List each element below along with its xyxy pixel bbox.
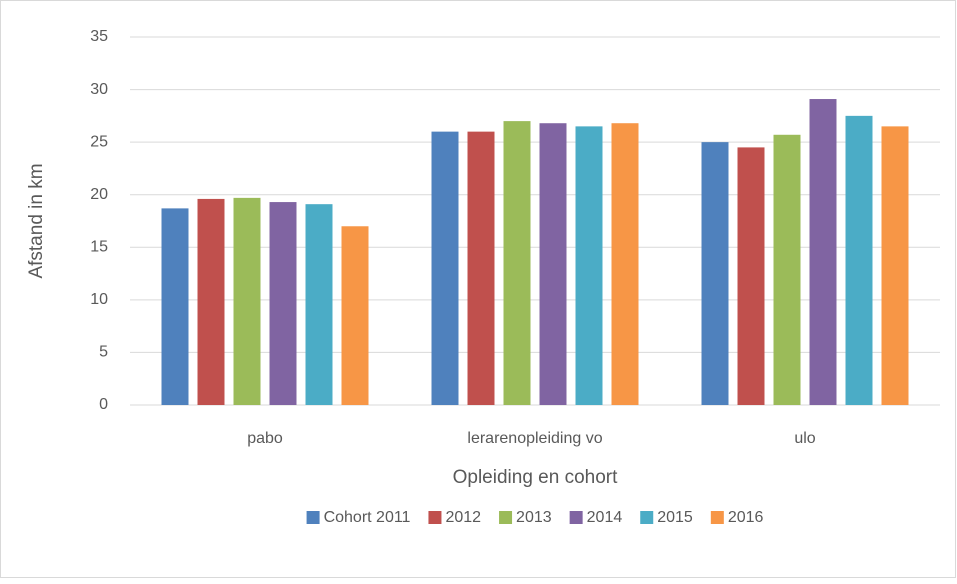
y-tick-label: 20	[90, 186, 108, 203]
bar	[197, 198, 225, 405]
bar	[575, 126, 603, 405]
bar	[341, 226, 369, 405]
legend-swatch	[640, 511, 654, 524]
bar	[737, 147, 765, 405]
y-tick-label: 15	[90, 239, 108, 256]
bar	[845, 115, 873, 405]
y-tick-label: 35	[90, 28, 108, 45]
legend-label: 2012	[445, 509, 481, 526]
legend-label: 2015	[657, 509, 693, 526]
y-tick-label: 0	[99, 396, 108, 413]
y-tick-label: 5	[99, 344, 108, 361]
bar	[701, 142, 729, 405]
legend-swatch	[710, 511, 724, 524]
y-tick-label: 30	[90, 81, 108, 98]
bar	[773, 134, 801, 406]
legend-swatch	[306, 511, 320, 524]
legend-label: 2016	[728, 509, 764, 526]
x-tick-label: lerarenopleiding vo	[467, 430, 602, 447]
bar	[305, 204, 333, 405]
legend-swatch	[499, 511, 513, 524]
x-tick-label: pabo	[247, 430, 283, 447]
bar	[881, 126, 909, 405]
bar	[431, 131, 459, 405]
x-tick-label: ulo	[794, 430, 815, 447]
y-tick-label: 25	[90, 133, 108, 150]
bar	[161, 208, 189, 405]
x-axis-title: Opleiding en cohort	[453, 467, 618, 488]
bar	[611, 123, 639, 406]
legend-swatch	[569, 511, 583, 524]
y-axis-title: Afstand in km	[26, 163, 47, 278]
bar	[809, 99, 837, 405]
bar	[269, 202, 297, 405]
legend-label: 2014	[587, 509, 623, 526]
legend-label: 2013	[516, 509, 552, 526]
bar	[539, 123, 567, 406]
y-tick-label: 10	[90, 291, 108, 308]
bar	[467, 131, 495, 405]
bar	[233, 197, 261, 405]
legend-swatch	[428, 511, 442, 524]
bar	[503, 121, 531, 405]
legend-label: Cohort 2011	[324, 509, 411, 526]
